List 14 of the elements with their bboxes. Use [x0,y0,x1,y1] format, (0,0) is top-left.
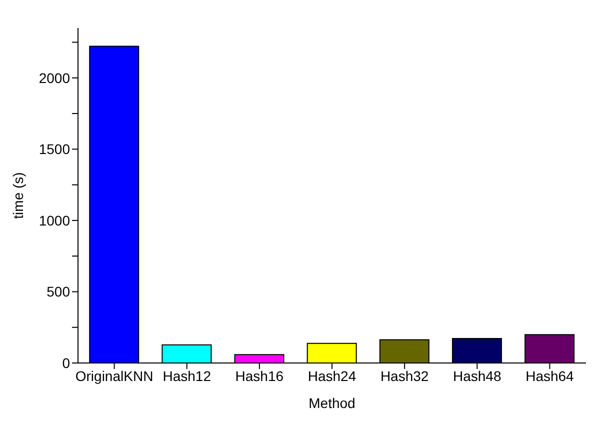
y-axis-title: time (s) [10,172,26,219]
x-tick-label: Hash64 [526,368,574,384]
x-tick-label: Hash12 [162,368,212,384]
y-tick-label: 2000 [38,70,70,86]
y-tick-label: 1000 [38,212,70,228]
x-tick-label: Hash48 [453,368,502,384]
y-tick-label: 500 [46,284,70,300]
y-tick-label: 1500 [38,141,70,158]
x-tick-label: Hash16 [235,368,284,384]
x-axis-title: Method [308,395,356,411]
y-tick-label: 0 [62,354,70,371]
x-tick-label: Hash32 [380,368,429,384]
x-tick-label: Hash24 [308,368,356,384]
x-tick-label: OriginalKNN [75,368,154,384]
